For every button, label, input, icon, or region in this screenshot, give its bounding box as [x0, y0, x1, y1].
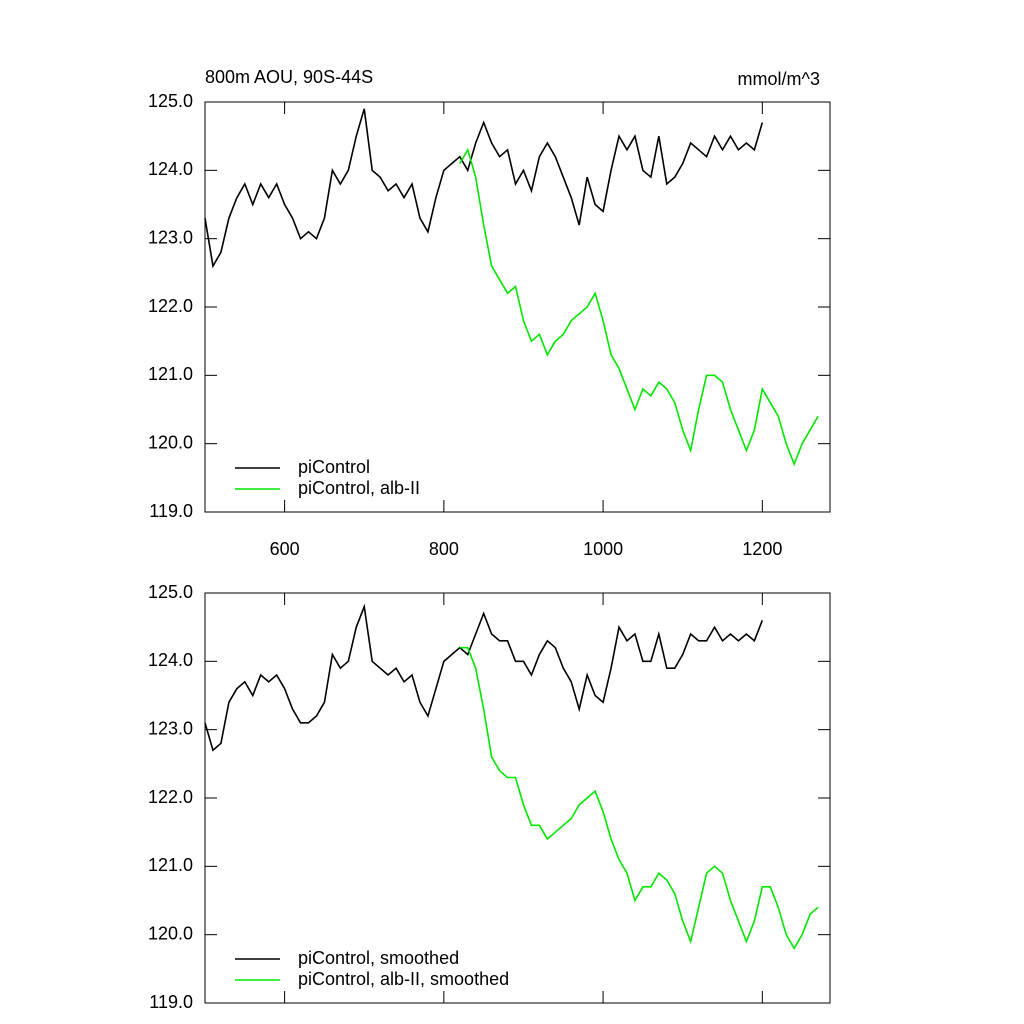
y-tick-label: 125.0 [148, 582, 193, 602]
legend-label: piControl, alb-II [298, 478, 420, 498]
x-tick-label: 1000 [583, 539, 623, 559]
y-tick-label: 123.0 [148, 718, 193, 738]
y-tick-label: 123.0 [148, 227, 193, 247]
y-tick-label: 119.0 [149, 501, 193, 521]
legend-label: piControl, smoothed [298, 948, 459, 968]
x-tick-label: 600 [270, 539, 300, 559]
y-tick-label: 120.0 [148, 432, 193, 452]
chart-title: 800m AOU, 90S-44S [205, 67, 373, 87]
y-tick-label: 121.0 [148, 855, 193, 875]
legend-label: piControl, alb-II, smoothed [298, 969, 509, 989]
series-line [459, 147, 819, 467]
x-tick-label: 1200 [742, 539, 782, 559]
y-tick-label: 125.0 [148, 91, 193, 111]
series-line [204, 603, 764, 752]
y-tick-label: 122.0 [148, 787, 193, 807]
x-tick-label: 800 [429, 539, 459, 559]
series-line [204, 108, 764, 269]
legend-label: piControl [298, 457, 370, 477]
y-tick-label: 122.0 [148, 296, 193, 316]
y-tick-label: 124.0 [148, 650, 193, 670]
series-line [459, 646, 819, 950]
y-tick-label: 120.0 [148, 923, 193, 943]
y-tick-label: 119.0 [149, 992, 193, 1012]
y-tick-label: 124.0 [148, 159, 193, 179]
unit-label: mmol/m^3 [738, 69, 820, 89]
y-tick-label: 121.0 [148, 364, 193, 384]
